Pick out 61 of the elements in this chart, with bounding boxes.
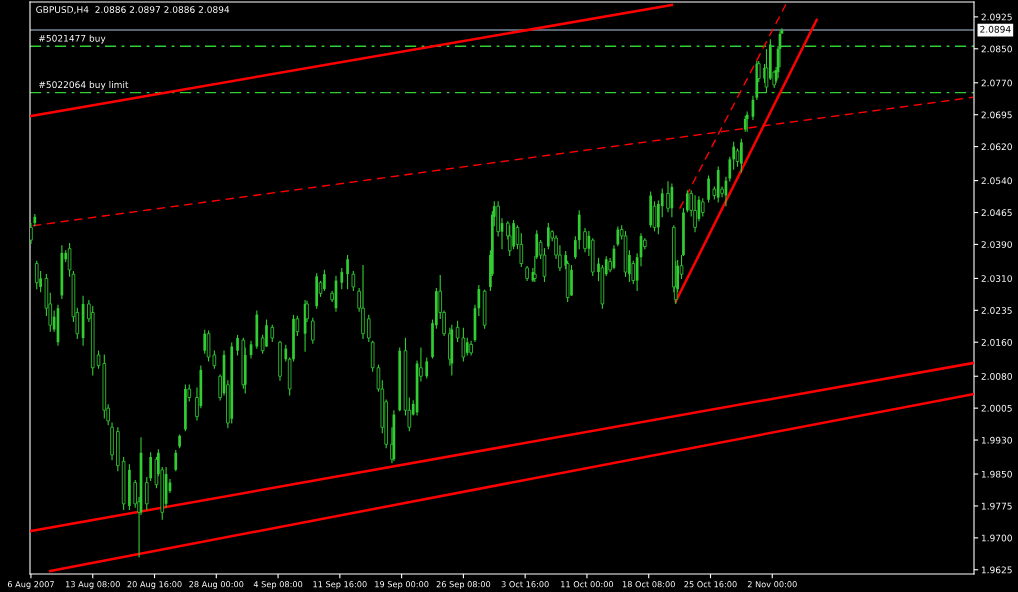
x-tick-label: 26 Sep 08:00 [436,581,491,589]
chart-title: GBPUSD,H4 2.0886 2.0897 2.0886 2.0894 [36,6,230,14]
candlestick [174,450,178,472]
candlestick [346,254,349,290]
y-tick-label: 1.9775 [981,502,1012,510]
candlestick [707,175,710,203]
x-tick-label: 4 Sep 08:00 [253,581,303,589]
x-tick-label: 11 Sep 16:00 [313,581,367,589]
y-tick-label: 1.9930 [981,436,1012,444]
candlestick [583,228,587,253]
x-tick-label: 11 Oct 00:00 [561,581,614,588]
candlestick [145,476,149,510]
candlestick [685,190,689,213]
y-tick-label: 2.0540 [981,177,1012,185]
candlestick [367,314,371,342]
x-tick-label: 19 Sep 00:00 [375,581,429,589]
ref-line-label: 2.0894 [980,25,1011,33]
candlestick [425,357,429,379]
x-tick-label: 13 Aug 08:00 [66,581,120,589]
y-tick-label: 2.0080 [981,372,1012,380]
y-tick-label: 2.0465 [981,209,1012,217]
candlestick [265,319,268,348]
candlestick [340,268,344,290]
y-tick-label: 2.0310 [981,275,1012,282]
candlestick [34,260,39,290]
candlestick [236,334,239,356]
candlestick [323,269,326,291]
y-tick-label: 2.0770 [981,79,1012,87]
candlestick [666,181,670,213]
y-tick-label: 1.9700 [981,534,1012,542]
candlestick [740,138,743,173]
candlestick [732,141,736,170]
y-tick-label: 1.9850 [981,470,1012,478]
candlestick [351,271,356,291]
ref-line-label: #5021477 buy [39,34,106,44]
x-tick-label: 6 Aug 2007 [7,581,54,589]
candlestick [546,223,550,250]
x-tick-label: 3 Oct 16:00 [501,581,549,588]
x-tick-label: 28 Aug 00:00 [189,581,244,589]
candlestick [570,265,573,296]
candlestick [149,452,153,481]
candlestick [574,236,577,259]
candlestick [311,317,315,344]
candlestick [30,223,33,245]
y-tick-label: 2.0160 [981,338,1012,346]
candlestick [203,329,207,354]
ref-line-label: #5022064 buy limit [39,81,129,90]
y-tick-label: 2.0390 [981,241,1012,248]
y-tick-label: 2.0235 [981,307,1012,314]
y-tick-label: 2.0005 [981,404,1012,412]
y-tick-label: 2.0695 [981,111,1012,119]
y-tick-label: 2.0850 [981,45,1012,53]
y-tick-label: 2.0925 [981,13,1012,21]
y-tick-label: 2.0620 [981,143,1012,151]
candlestick [512,220,515,250]
x-tick-label: 18 Oct 08:00 [622,581,675,588]
y-tick-label: 1.9625 [981,566,1012,574]
x-tick-label: 20 Aug 16:00 [127,581,182,589]
x-tick-label: 2 Nov 00:00 [747,581,797,588]
x-tick-label: 25 Oct 16:00 [684,581,737,588]
candlestick [616,226,620,247]
